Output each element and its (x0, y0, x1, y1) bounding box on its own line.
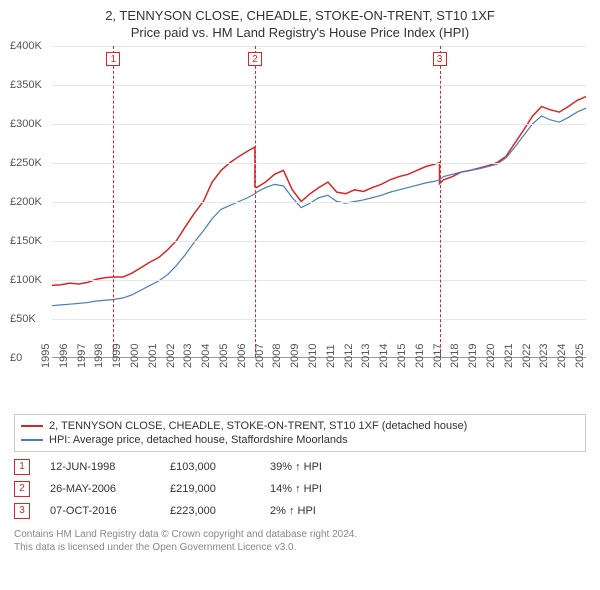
x-axis-label: 2001 (147, 344, 159, 368)
x-axis-label: 2004 (200, 344, 212, 368)
legend-swatch (21, 439, 43, 441)
y-axis-label: £100K (10, 274, 42, 286)
x-axis-label: 2008 (271, 344, 283, 368)
x-axis-label: 2018 (449, 344, 461, 368)
x-axis-label: 2014 (378, 344, 390, 368)
y-axis-label: £300K (10, 118, 42, 130)
x-axis-label: 2012 (342, 344, 354, 368)
gridline-h (52, 124, 586, 125)
x-axis-label: 2021 (503, 344, 515, 368)
sale-pct: 39% ↑ HPI (270, 461, 370, 473)
attribution-line: Contains HM Land Registry data © Crown c… (14, 528, 586, 541)
y-axis-label: £0 (10, 352, 22, 364)
x-axis-label: 2019 (467, 344, 479, 368)
x-axis-label: 2003 (182, 344, 194, 368)
sale-date: 26-MAY-2006 (50, 483, 150, 495)
attribution-line: This data is licensed under the Open Gov… (14, 541, 586, 554)
x-axis-label: 2022 (520, 344, 532, 368)
x-axis-label: 2017 (431, 344, 443, 368)
sale-date: 07-OCT-2016 (50, 505, 150, 517)
y-axis-label: £200K (10, 196, 42, 208)
marker-box: 1 (106, 52, 120, 66)
marker-box: 3 (433, 52, 447, 66)
x-axis-label: 2009 (289, 344, 301, 368)
x-axis-label: 2000 (129, 344, 141, 368)
x-axis-label: 2005 (218, 344, 230, 368)
x-axis-label: 1996 (58, 344, 70, 368)
gridline-h (52, 280, 586, 281)
x-axis-label: 1995 (40, 344, 52, 368)
marker-line (113, 46, 114, 357)
sale-number-box: 1 (14, 459, 30, 475)
marker-line (255, 46, 256, 357)
y-axis-label: £50K (10, 313, 36, 325)
gridline-h (52, 163, 586, 164)
x-axis-label: 2020 (485, 344, 497, 368)
marker-box: 2 (248, 52, 262, 66)
x-axis-label: 2023 (538, 344, 550, 368)
x-axis-label: 2025 (574, 344, 586, 368)
y-axis-label: £250K (10, 157, 42, 169)
x-axis-label: 2015 (396, 344, 408, 368)
gridline-h (52, 202, 586, 203)
sale-row: 1 12-JUN-1998 £103,000 39% ↑ HPI (14, 456, 586, 478)
sale-price: £103,000 (170, 461, 250, 473)
attribution: Contains HM Land Registry data © Crown c… (14, 528, 586, 554)
x-axis-label: 1997 (75, 344, 87, 368)
gridline-h (52, 241, 586, 242)
sale-number-box: 2 (14, 481, 30, 497)
y-axis-label: £150K (10, 235, 42, 247)
legend-label: HPI: Average price, detached house, Staf… (49, 434, 348, 446)
gridline-h (52, 46, 586, 47)
chart-subtitle: Price paid vs. HM Land Registry's House … (0, 23, 600, 46)
sale-price: £223,000 (170, 505, 250, 517)
y-axis-label: £350K (10, 79, 42, 91)
x-axis-label: 2011 (325, 344, 337, 368)
x-axis-label: 2007 (253, 344, 265, 368)
x-axis-label: 1998 (93, 344, 105, 368)
gridline-h (52, 319, 586, 320)
sale-number-box: 3 (14, 503, 30, 519)
x-axis-label: 2010 (307, 344, 319, 368)
x-axis-label: 2002 (164, 344, 176, 368)
sale-pct: 2% ↑ HPI (270, 505, 370, 517)
chart-title: 2, TENNYSON CLOSE, CHEADLE, STOKE-ON-TRE… (0, 0, 600, 23)
legend-item: 2, TENNYSON CLOSE, CHEADLE, STOKE-ON-TRE… (21, 419, 579, 433)
gridline-h (52, 85, 586, 86)
series-line (52, 108, 586, 305)
sale-pct: 14% ↑ HPI (270, 483, 370, 495)
legend-label: 2, TENNYSON CLOSE, CHEADLE, STOKE-ON-TRE… (49, 420, 467, 432)
y-axis-label: £400K (10, 40, 42, 52)
x-axis-label: 2006 (236, 344, 248, 368)
sales-table: 1 12-JUN-1998 £103,000 39% ↑ HPI 2 26-MAY-200… (14, 456, 586, 522)
chart-area: £0£50K£100K£150K£200K£250K£300K£350K£400… (10, 46, 590, 406)
legend-swatch (21, 425, 43, 427)
x-axis-label: 1999 (111, 344, 123, 368)
sale-row: 2 26-MAY-2006 £219,000 14% ↑ HPI (14, 478, 586, 500)
sale-date: 12-JUN-1998 (50, 461, 150, 473)
legend: 2, TENNYSON CLOSE, CHEADLE, STOKE-ON-TRE… (14, 414, 586, 452)
x-axis-label: 2024 (556, 344, 568, 368)
sale-price: £219,000 (170, 483, 250, 495)
marker-line (440, 46, 441, 357)
x-axis-label: 2016 (414, 344, 426, 368)
plot-area (52, 46, 586, 358)
x-axis-label: 2013 (360, 344, 372, 368)
sale-row: 3 07-OCT-2016 £223,000 2% ↑ HPI (14, 500, 586, 522)
legend-item: HPI: Average price, detached house, Staf… (21, 433, 579, 447)
